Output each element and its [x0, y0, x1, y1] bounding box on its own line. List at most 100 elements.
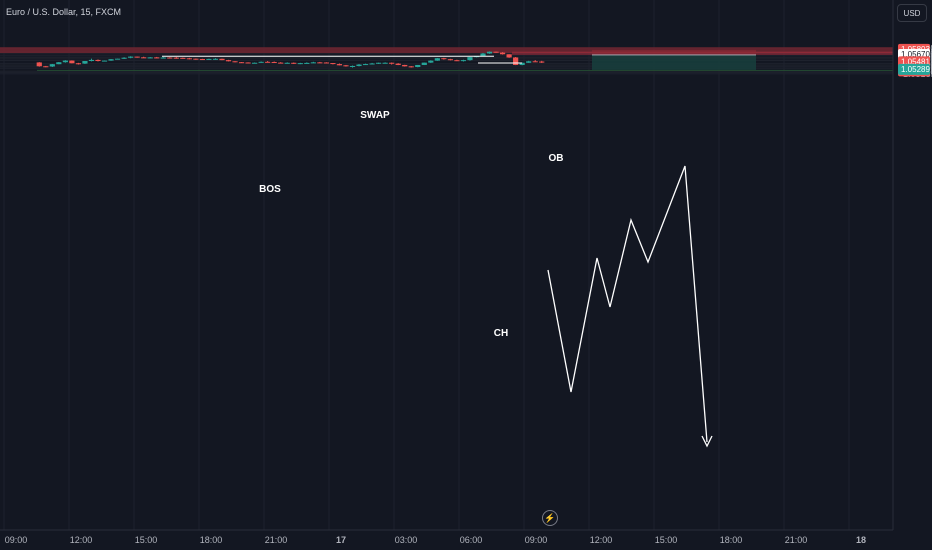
candle-body — [101, 60, 108, 62]
candle-body — [147, 57, 153, 59]
candle — [199, 58, 206, 61]
price-tag: 1.05289 — [898, 63, 930, 75]
candle — [408, 66, 414, 68]
candle — [62, 60, 68, 63]
candle — [310, 61, 316, 64]
candle — [349, 65, 356, 68]
candle-body — [62, 60, 68, 63]
candle — [173, 56, 179, 59]
price-tag-label: 1.05481 — [901, 57, 930, 66]
candle-body — [493, 51, 499, 53]
candle — [206, 58, 212, 60]
candle-body — [415, 64, 421, 68]
x-tick-label: 18:00 — [200, 535, 223, 545]
candle-body — [310, 62, 316, 64]
candle — [238, 62, 245, 64]
candle-body — [539, 61, 545, 63]
candle — [506, 54, 512, 58]
candle-body — [108, 59, 114, 61]
candle-body — [173, 57, 179, 59]
candle — [415, 64, 421, 68]
zone-short-target — [592, 54, 756, 70]
candle — [421, 62, 427, 66]
candle-body — [375, 62, 382, 64]
candle-body — [454, 60, 460, 62]
candle — [141, 56, 147, 59]
candle-body — [232, 61, 238, 63]
candle-body — [297, 63, 303, 65]
candle — [212, 58, 219, 60]
lightning-icon[interactable]: ⚡ — [542, 510, 558, 526]
x-tick-label: 17 — [336, 535, 346, 545]
candle-body — [278, 62, 284, 64]
candle-body — [402, 64, 408, 67]
candle-body — [49, 64, 55, 67]
candle-body — [480, 53, 486, 57]
label-swap: SWAP — [360, 110, 390, 121]
candle — [519, 62, 525, 66]
candle-body — [291, 62, 297, 64]
currency-button[interactable]: USD — [897, 4, 927, 22]
candle — [323, 62, 329, 64]
candle-body — [486, 51, 493, 54]
candle — [369, 62, 375, 65]
candle — [382, 62, 388, 64]
candle-body — [349, 65, 356, 67]
candle — [513, 57, 519, 66]
candle — [69, 60, 75, 64]
candle — [317, 61, 323, 64]
candle-body — [441, 58, 447, 60]
grid — [0, 0, 893, 530]
price-tag-bg — [898, 63, 930, 75]
x-tick-label: 18 — [856, 535, 866, 545]
candle-body — [323, 62, 329, 64]
candle-body — [532, 61, 538, 63]
candle — [265, 61, 271, 63]
zone-demand — [37, 69, 893, 72]
candle — [160, 56, 166, 59]
candle-body — [56, 62, 62, 65]
candle — [532, 60, 538, 63]
candle-body — [95, 59, 101, 62]
candle-body — [238, 62, 245, 64]
candle-body — [154, 57, 160, 59]
candle — [336, 63, 343, 66]
x-tick-label: 06:00 — [460, 535, 483, 545]
candle-body — [114, 58, 121, 60]
candle-body — [75, 63, 82, 65]
candles — [36, 51, 545, 68]
candle — [134, 56, 140, 58]
candle-body — [336, 64, 343, 66]
candle-body — [167, 57, 173, 59]
annotations: SWAP BOS OB CH — [162, 55, 713, 448]
candle — [121, 57, 127, 59]
candle-body — [193, 58, 199, 60]
candle — [88, 58, 95, 62]
x-tick-label: 09:00 — [5, 535, 28, 545]
x-tick-label: 21:00 — [265, 535, 288, 545]
candle — [356, 64, 362, 67]
candle-body — [356, 64, 362, 66]
candle-body — [395, 63, 401, 65]
candle — [343, 64, 349, 67]
candle-body — [252, 62, 258, 64]
candle-body — [134, 56, 140, 58]
candle-body — [467, 57, 473, 61]
zone-short-stop — [592, 49, 756, 55]
candle — [49, 63, 55, 67]
label-ob: OB — [549, 153, 564, 164]
candle-body — [69, 60, 75, 64]
candle-body — [206, 58, 212, 60]
symbol-title[interactable]: Euro / U.S. Dollar, 15, FXCM — [6, 7, 122, 17]
price-tag-label: 1.05670 — [901, 50, 930, 59]
candle-body — [225, 60, 232, 62]
candle — [271, 61, 277, 63]
zones — [0, 47, 893, 72]
x-tick-label: 12:00 — [590, 535, 613, 545]
candle-body — [434, 58, 440, 61]
candle — [225, 59, 232, 62]
candle — [219, 58, 225, 61]
candle — [291, 62, 297, 65]
candle-body — [382, 62, 388, 64]
